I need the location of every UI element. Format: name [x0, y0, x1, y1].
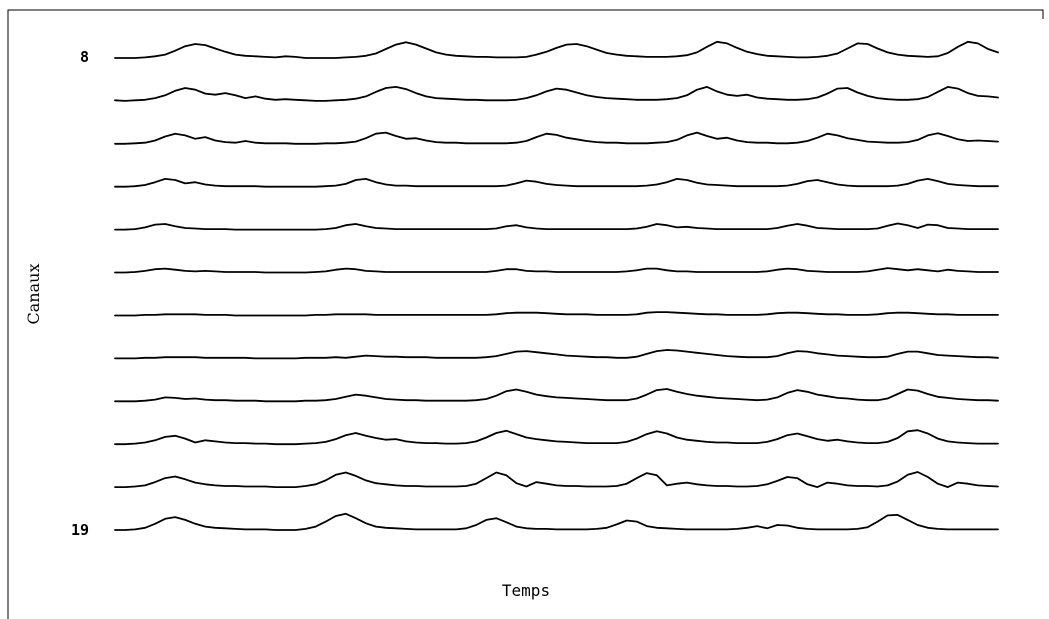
channel-trace: [114, 40, 999, 59]
channel-trace: [114, 349, 999, 360]
channel-trace: [114, 131, 999, 145]
channel-trace: [114, 429, 999, 446]
y-axis-label: Canaux: [24, 264, 43, 325]
channel-trace: [114, 86, 999, 102]
channel-trace: [114, 222, 999, 231]
channel-trace: [114, 177, 999, 188]
channel-trace: [114, 311, 999, 317]
channel-trace: [114, 267, 999, 274]
channel-trace: [114, 471, 999, 489]
x-axis-label: Temps: [502, 581, 550, 600]
last-channel-label: 19: [71, 521, 89, 539]
channel-traces: [114, 40, 999, 531]
channel-trace: [114, 512, 999, 531]
chart-frame: [7, 9, 1044, 619]
first-channel-label: 8: [80, 48, 89, 66]
channel-trace: [114, 388, 999, 403]
